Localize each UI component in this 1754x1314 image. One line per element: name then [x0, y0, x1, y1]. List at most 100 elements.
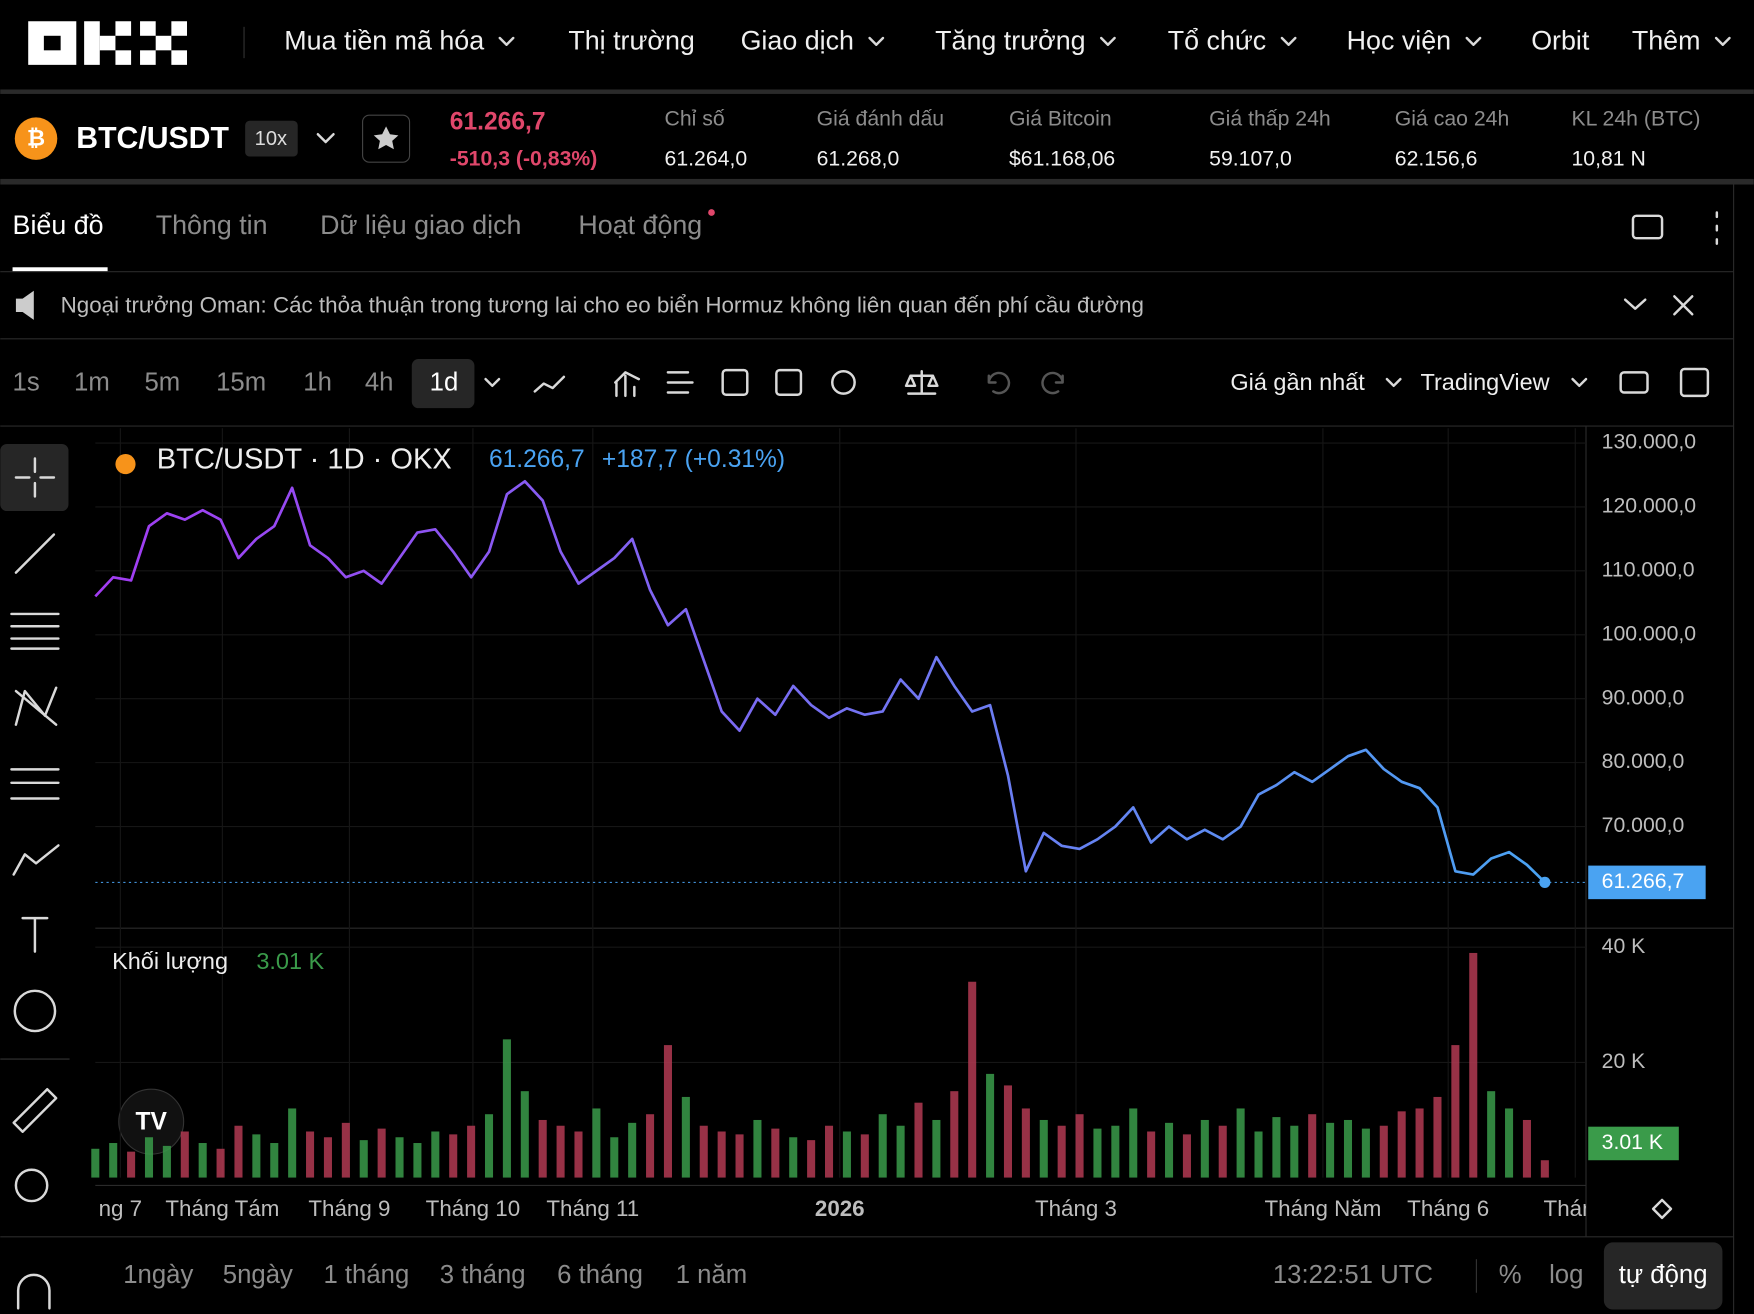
templates-button[interactable]: [666, 371, 694, 394]
collapse-news[interactable]: [1623, 298, 1647, 310]
interval[interactable]: 1h: [303, 368, 332, 396]
volume-bar: [932, 1119, 941, 1178]
volume-bar: [1487, 1091, 1496, 1178]
stat-value: 62.156,6: [1395, 147, 1478, 171]
volume-bar: [127, 1151, 136, 1178]
interval[interactable]: 15m: [216, 368, 266, 396]
interval[interactable]: 1m: [74, 368, 110, 396]
nav-chevron[interactable]: [1280, 36, 1297, 46]
interval[interactable]: 1d: [430, 368, 459, 396]
y-tick-label: 90.000,0: [1602, 685, 1685, 709]
volume-bar: [860, 1134, 869, 1178]
price-source[interactable]: Giá gần nhất: [1230, 369, 1365, 395]
screenshot-button[interactable]: [1619, 371, 1649, 394]
interval-dropdown[interactable]: [484, 377, 501, 388]
trendline-tool[interactable]: [14, 533, 56, 574]
crosshair-tool[interactable]: [14, 457, 56, 498]
nav-item[interactable]: Thị trường: [568, 26, 695, 56]
auto-toggle[interactable]: tự động: [1619, 1261, 1708, 1289]
engine-dropdown[interactable]: [1571, 377, 1588, 388]
zoom-tool[interactable]: [14, 1168, 49, 1203]
nav-item[interactable]: Mua tiền mã hóa: [284, 26, 484, 56]
volume-bar: [306, 1131, 315, 1178]
nav-item[interactable]: Giao dịch: [741, 26, 854, 56]
brush-tool[interactable]: [12, 844, 60, 876]
volume-bar: [413, 1143, 422, 1178]
nav-chevron[interactable]: [1465, 36, 1482, 46]
chart-type-button[interactable]: [533, 375, 566, 393]
nav-item[interactable]: Học viện: [1347, 26, 1451, 56]
nav-chevron[interactable]: [1714, 36, 1731, 46]
percent-toggle[interactable]: %: [1499, 1261, 1522, 1289]
settings-button[interactable]: [831, 370, 856, 395]
nav-item[interactable]: Thêm: [1632, 26, 1701, 56]
range-button[interactable]: 5ngày: [223, 1261, 293, 1289]
chart-engine[interactable]: TradingView: [1420, 369, 1549, 395]
close-news[interactable]: [1673, 295, 1694, 316]
redo-button[interactable]: [1041, 371, 1064, 395]
prediction-tool[interactable]: [10, 768, 60, 800]
range-button[interactable]: 1 tháng: [323, 1261, 409, 1289]
layout-button[interactable]: [1631, 214, 1664, 240]
fullscreen-button[interactable]: [1679, 367, 1710, 398]
tab[interactable]: Biểu đồ: [13, 210, 104, 240]
price-source-dropdown[interactable]: [1385, 377, 1402, 388]
interval[interactable]: 1s: [13, 368, 40, 396]
news-icon: [15, 290, 34, 320]
text-tool[interactable]: [21, 916, 49, 953]
volume-bar: [234, 1125, 243, 1178]
range-button[interactable]: 3 tháng: [440, 1261, 526, 1289]
nav-chevron[interactable]: [868, 36, 885, 46]
nav-item[interactable]: Orbit: [1531, 26, 1590, 56]
nav-item[interactable]: Tăng trưởng: [935, 26, 1085, 56]
magnet-tool[interactable]: [16, 1273, 51, 1310]
stat-value: 61.264,0: [665, 147, 748, 171]
range-button[interactable]: 6 tháng: [557, 1261, 643, 1289]
volume-bar: [1290, 1125, 1299, 1178]
x-tick-label: Tháng Tám: [165, 1196, 279, 1221]
favorite-button[interactable]: [362, 114, 411, 163]
log-toggle[interactable]: log: [1549, 1261, 1583, 1289]
fib-tool[interactable]: [10, 612, 60, 650]
nav-item[interactable]: Tổ chức: [1168, 26, 1266, 56]
tab[interactable]: Dữ liệu giao dịch: [320, 210, 521, 240]
volume-legend-value: 3.01 K: [256, 948, 324, 974]
alerts-button[interactable]: [775, 368, 803, 396]
interval[interactable]: 4h: [365, 368, 394, 396]
volume-bar: [538, 1119, 547, 1178]
ruler-tool[interactable]: [12, 1087, 58, 1133]
x-tick-label: Tháng 9: [308, 1196, 390, 1221]
undo-button[interactable]: [987, 371, 1011, 395]
range-button[interactable]: 1ngày: [123, 1261, 193, 1289]
volume-bar: [341, 1122, 350, 1178]
functions-button[interactable]: [721, 368, 749, 396]
tab[interactable]: Hoạt động: [578, 210, 702, 240]
tab[interactable]: Thông tin: [156, 210, 268, 240]
volume-bar: [735, 1134, 744, 1178]
volume-bar: [1218, 1125, 1227, 1178]
compare-button[interactable]: [904, 370, 939, 395]
stat-value: 59.107,0: [1209, 147, 1292, 171]
pattern-tool[interactable]: [14, 686, 58, 726]
x-tick-label: 2026: [815, 1196, 865, 1221]
nav-chevron[interactable]: [1099, 36, 1116, 46]
volume-bar: [753, 1119, 762, 1178]
range-button[interactable]: 1 năm: [676, 1261, 747, 1289]
nav-chevron[interactable]: [498, 36, 515, 46]
logo[interactable]: [28, 21, 188, 65]
volume-bar: [1415, 1108, 1424, 1178]
news-headline[interactable]: Ngoại trưởng Oman: Các thỏa thuận trong …: [61, 292, 1144, 317]
volume-bar: [484, 1114, 494, 1178]
pair-dropdown[interactable]: [316, 132, 335, 144]
volume-bar: [216, 1148, 225, 1178]
volume-bar: [359, 1140, 368, 1178]
volume-bar: [1057, 1125, 1066, 1178]
axis-settings[interactable]: [1651, 1198, 1673, 1220]
volume-bar: [1433, 1096, 1442, 1178]
indicators-button[interactable]: [614, 371, 641, 398]
emoji-tool[interactable]: [13, 989, 57, 1033]
volume-bar: [1397, 1111, 1406, 1178]
auto-button-bg[interactable]: [1603, 1242, 1723, 1310]
interval[interactable]: 5m: [145, 368, 181, 396]
clock: 13:22:51 UTC: [1273, 1261, 1433, 1289]
